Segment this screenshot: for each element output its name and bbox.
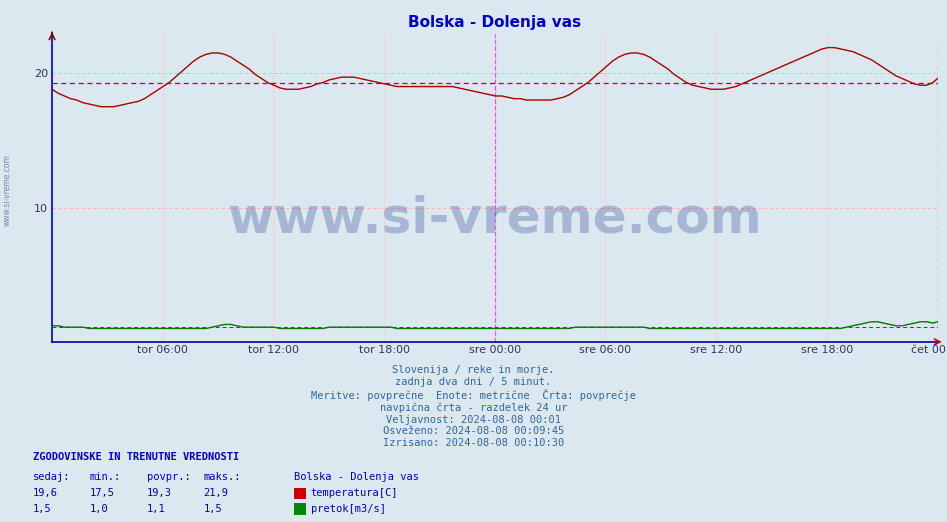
Text: maks.:: maks.: (204, 472, 241, 482)
Text: Slovenija / reke in morje.
zadnja dva dni / 5 minut.
Meritve: povprečne  Enote: : Slovenija / reke in morje. zadnja dva dn… (311, 365, 636, 448)
Text: ZGODOVINSKE IN TRENUTNE VREDNOSTI: ZGODOVINSKE IN TRENUTNE VREDNOSTI (33, 453, 240, 462)
Text: 1,0: 1,0 (90, 504, 109, 514)
Text: sedaj:: sedaj: (33, 472, 71, 482)
Text: 1,5: 1,5 (33, 504, 52, 514)
Text: 19,6: 19,6 (33, 488, 58, 498)
Text: 21,9: 21,9 (204, 488, 228, 498)
Text: 1,5: 1,5 (204, 504, 223, 514)
Text: www.si-vreme.com: www.si-vreme.com (3, 155, 12, 227)
Text: pretok[m3/s]: pretok[m3/s] (311, 504, 385, 514)
Title: Bolska - Dolenja vas: Bolska - Dolenja vas (408, 15, 581, 30)
Text: 19,3: 19,3 (147, 488, 171, 498)
Text: Bolska - Dolenja vas: Bolska - Dolenja vas (294, 472, 419, 482)
Text: min.:: min.: (90, 472, 121, 482)
Text: 1,1: 1,1 (147, 504, 166, 514)
Text: www.si-vreme.com: www.si-vreme.com (227, 195, 762, 243)
Text: povpr.:: povpr.: (147, 472, 190, 482)
Text: temperatura[C]: temperatura[C] (311, 488, 398, 498)
Text: 17,5: 17,5 (90, 488, 115, 498)
